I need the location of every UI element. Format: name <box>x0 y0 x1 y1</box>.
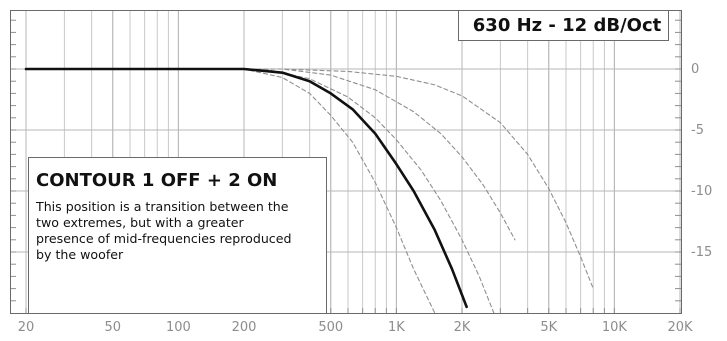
y-axis-labels: 0 -5 -10 -15 <box>691 62 712 260</box>
note-line-2: two extremes, but with a greater <box>36 215 245 230</box>
y-tick-label: -10 <box>691 184 712 199</box>
x-tick-label: 500 <box>318 320 343 335</box>
header-box: 630 Hz - 12 dB/Oct <box>458 10 669 41</box>
x-tick-label: 200 <box>232 320 257 335</box>
x-axis-labels: 20 50 100 200 500 1K 2K 5K 10K 20K <box>18 320 693 335</box>
x-tick-label: 10K <box>602 320 628 335</box>
x-tick-label: 100 <box>166 320 191 335</box>
response-curves <box>24 67 594 313</box>
note-line-1: This position is a transition between th… <box>35 199 289 214</box>
note-line-4: by the woofer <box>36 247 124 262</box>
reference-response-curve <box>25 68 516 241</box>
note-line-3: presence of mid-frequencies reproduced <box>36 231 291 246</box>
note-box-rect <box>28 157 327 314</box>
primary-response-curve <box>24 67 468 309</box>
x-tick-label: 50 <box>104 320 121 335</box>
note-box-title: CONTOUR 1 OFF + 2 ON <box>36 170 277 191</box>
plot-frame <box>10 10 682 314</box>
curve-clip-group <box>24 67 594 313</box>
reference-response-curve <box>25 68 436 313</box>
x-tick-label: 20K <box>667 320 693 335</box>
chart-title: 630 Hz - 12 dB/Oct <box>473 15 662 36</box>
x-tick-label: 2K <box>454 320 471 335</box>
x-tick-label: 5K <box>540 320 557 335</box>
reference-response-curve <box>25 68 594 290</box>
y-tick-label: -5 <box>691 123 704 138</box>
x-tick-label: 1K <box>388 320 405 335</box>
y-tick-label: 0 <box>691 62 699 77</box>
note-box: CONTOUR 1 OFF + 2 ON This position is a … <box>28 157 327 314</box>
x-tick-label: 20 <box>18 320 35 335</box>
header-box-rect <box>458 10 669 41</box>
y-tick-label: -15 <box>691 245 712 260</box>
